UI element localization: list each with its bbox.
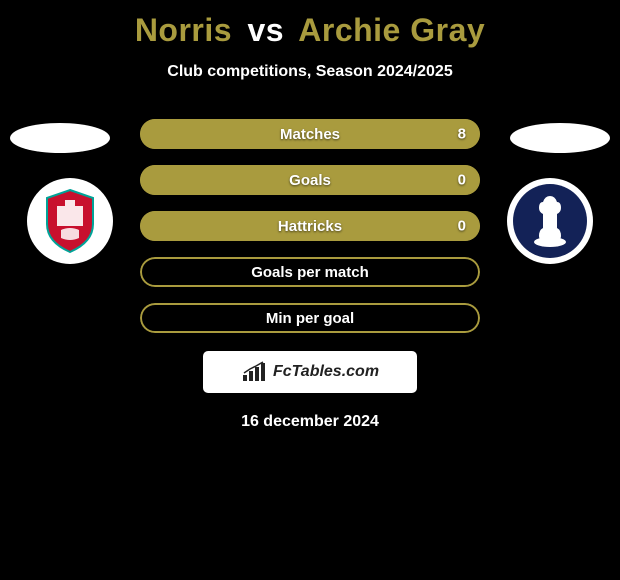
stat-label: Goals per match (251, 264, 369, 281)
branding-text: FcTables.com (273, 363, 379, 381)
branding-panel: FcTables.com (203, 351, 417, 393)
stat-row-matches: Matches 8 (140, 119, 480, 149)
stat-label: Matches (280, 126, 340, 143)
player2-club-badge (507, 178, 593, 264)
player1-avatar (10, 123, 110, 153)
player1-name: Norris (135, 12, 232, 48)
tottenham-badge-icon (511, 182, 589, 260)
player2-name: Archie Gray (298, 12, 485, 48)
stat-label: Min per goal (266, 310, 354, 327)
stat-value-right: 8 (458, 126, 466, 143)
player2-avatar (510, 123, 610, 153)
date-text: 16 december 2024 (0, 413, 620, 431)
stat-label: Hattricks (278, 218, 342, 235)
player1-club-badge (27, 178, 113, 264)
stat-value-right: 0 (458, 218, 466, 235)
stat-row-goals-per-match: Goals per match (140, 257, 480, 287)
stat-row-min-per-goal: Min per goal (140, 303, 480, 333)
stat-row-goals: Goals 0 (140, 165, 480, 195)
stat-label: Goals (289, 172, 331, 189)
stat-row-hattricks: Hattricks 0 (140, 211, 480, 241)
vs-text: vs (247, 12, 284, 48)
liverpool-badge-icon (35, 186, 105, 256)
stat-value-right: 0 (458, 172, 466, 189)
fctables-logo-icon (241, 361, 267, 383)
subtitle-text: Club competitions, Season 2024/2025 (0, 63, 620, 81)
comparison-title: Norris vs Archie Gray (0, 0, 620, 49)
